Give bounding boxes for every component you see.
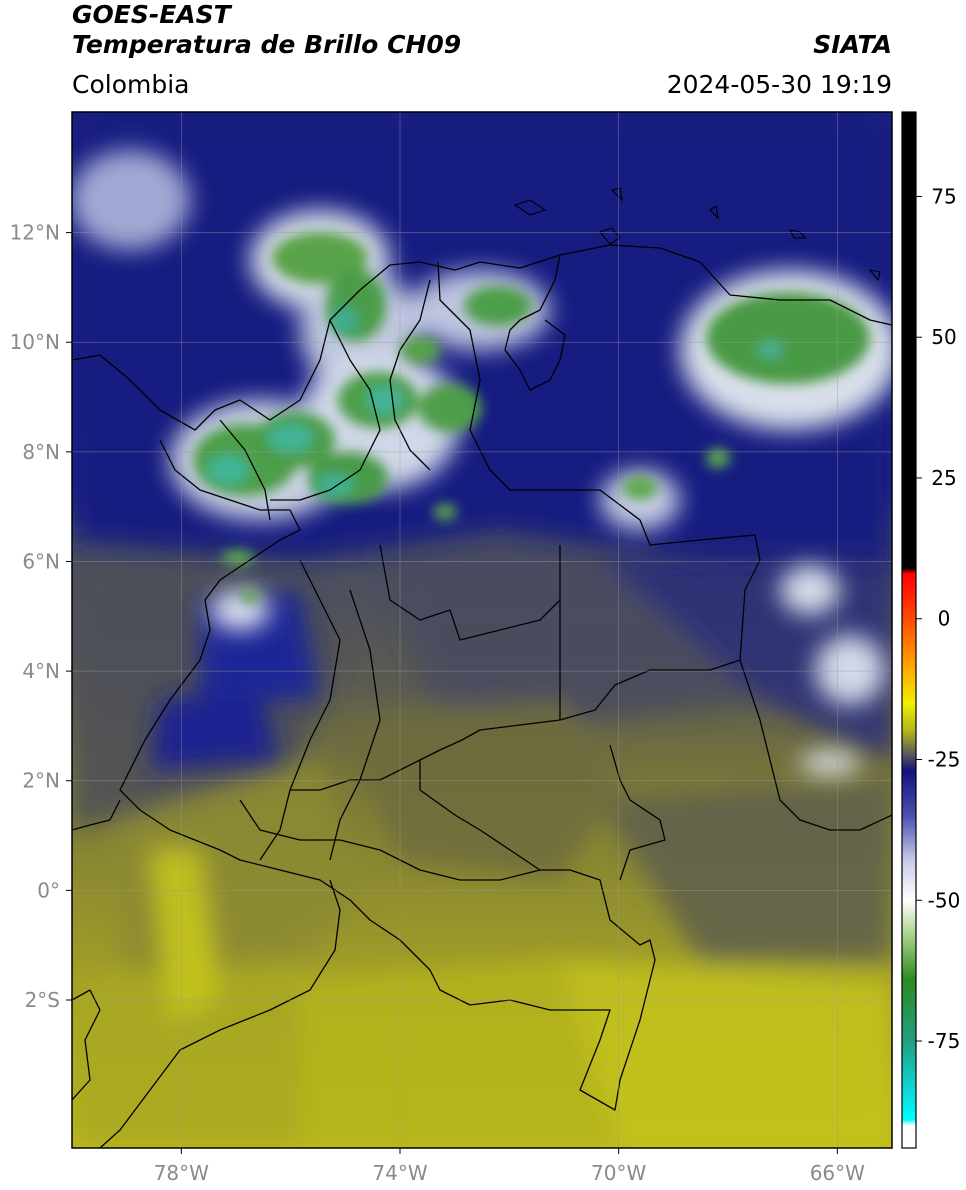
source-label: SIATA [813, 30, 892, 59]
lat-tick-label: 0° [37, 878, 60, 902]
title-line-1: GOES-EAST [72, 0, 231, 29]
timestamp: 2024-05-30 19:19 [666, 70, 892, 99]
colorbar-ticks: 75 50 25 0 -25 -50 -75 [916, 184, 960, 1053]
colorbar-tick-label: 75 [931, 184, 956, 208]
colorbar-tick-label: -50 [928, 888, 961, 912]
lon-tick-label: 66°W [810, 1161, 865, 1185]
colorbar-tick-label: -25 [928, 748, 961, 772]
lat-tick-label: 10°N [10, 330, 60, 354]
latitude-axis: 12°N 10°N 8°N 6°N 4°N 2°N 0° 2°S [10, 221, 72, 1012]
region-label: Colombia [72, 70, 190, 99]
lat-tick-label: 6°N [22, 549, 60, 573]
lat-tick-label: 2°N [22, 769, 60, 793]
colorbar-tick-label: -75 [928, 1029, 961, 1053]
satellite-imagery [72, 112, 892, 1148]
country-borders [72, 244, 892, 1148]
colorbar: 75 50 25 0 -25 -50 -75 [901, 111, 960, 1149]
lat-tick-label: 4°N [22, 659, 60, 683]
colorbar-tick-label: 25 [931, 466, 956, 490]
colorbar-scale [902, 112, 916, 1148]
colorbar-tick-label: 50 [931, 325, 956, 349]
lat-tick-label: 12°N [10, 221, 60, 245]
lat-tick-label: 8°N [22, 440, 60, 464]
lon-tick-label: 78°W [154, 1161, 209, 1185]
lon-tick-label: 70°W [591, 1161, 646, 1185]
longitude-axis: 78°W 74°W 70°W 66°W [154, 1148, 865, 1185]
gridlines [72, 112, 892, 1148]
colorbar-tick-label: 0 [938, 607, 951, 631]
lat-tick-label: 2°S [25, 988, 60, 1012]
lon-tick-label: 74°W [372, 1161, 427, 1185]
map-frame [71, 111, 893, 1149]
title-line-2: Temperatura de Brillo CH09 [72, 30, 462, 59]
